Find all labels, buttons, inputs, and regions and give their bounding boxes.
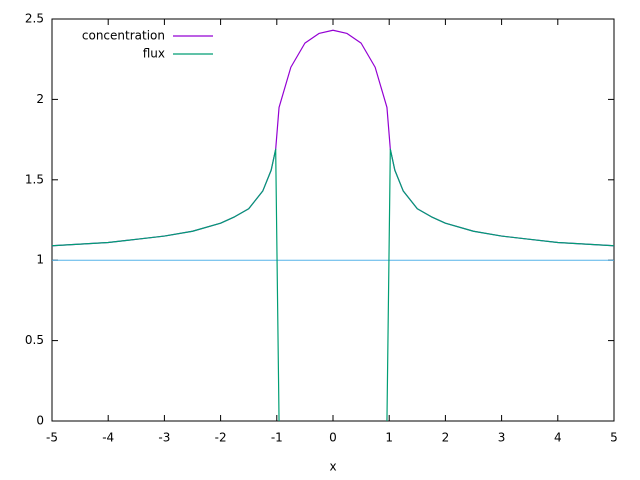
x-tick-label: 5 — [610, 431, 618, 445]
y-tick-label: 1 — [36, 253, 44, 267]
y-tick-label: 0 — [36, 414, 44, 428]
y-tick-label: 0.5 — [25, 333, 44, 347]
y-tick-label: 2 — [36, 92, 44, 106]
series-line — [386, 148, 615, 422]
x-tick-label: 2 — [442, 431, 450, 445]
x-tick-label: -4 — [102, 431, 114, 445]
x-tick-label: -1 — [271, 431, 283, 445]
x-tick-label: 3 — [498, 431, 506, 445]
plot-border — [51, 18, 615, 422]
x-axis-label: x — [329, 460, 336, 474]
y-tick-label: 1.5 — [25, 172, 44, 186]
x-tick-label: 0 — [329, 431, 337, 445]
x-tick-label: -5 — [46, 431, 58, 445]
x-tick-label: -2 — [215, 431, 227, 445]
y-tick-label: 2.5 — [25, 12, 44, 26]
legend-label: flux — [143, 47, 165, 61]
x-tick-label: -3 — [158, 431, 170, 445]
series-line — [51, 148, 280, 422]
x-tick-label: 4 — [554, 431, 562, 445]
series-line — [51, 29, 615, 247]
legend-label: concentration — [82, 29, 165, 43]
x-tick-label: 1 — [385, 431, 393, 445]
